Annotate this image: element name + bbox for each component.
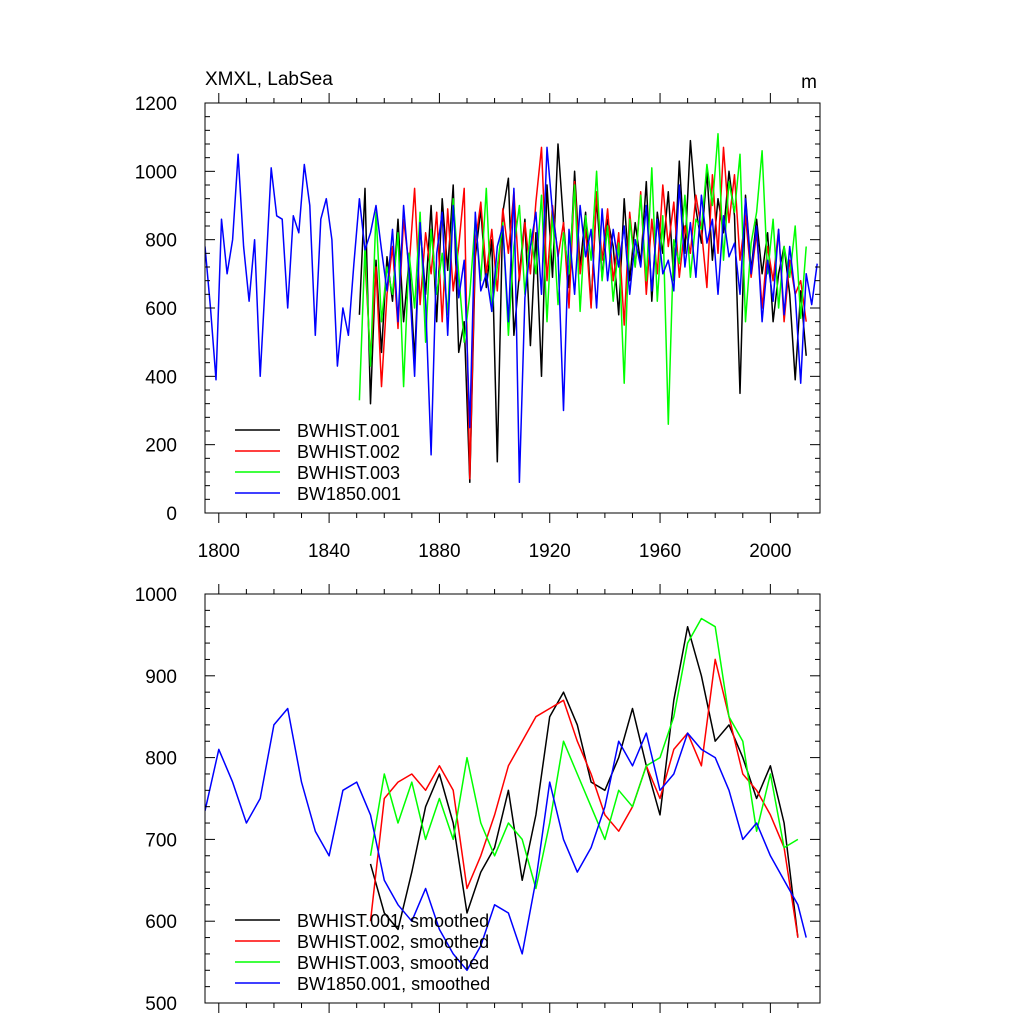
- x-tick-label: 1840: [308, 541, 350, 562]
- legend-label: BWHIST.001: [297, 421, 400, 441]
- y-tick-label: 900: [145, 667, 177, 688]
- series-line-bwhist-001-smoothed: [369, 625, 799, 938]
- legend-label: BW1850.001, smoothed: [297, 974, 490, 994]
- y-tick-label: 700: [145, 830, 177, 851]
- series-line-bwhist-003-smoothed: [369, 617, 799, 890]
- legend-label: BWHIST.001, smoothed: [297, 911, 489, 931]
- series-group: [205, 617, 807, 972]
- series-line-bwhist-002: [364, 146, 807, 480]
- legend-label: BWHIST.003: [297, 463, 400, 483]
- units-label: m: [801, 72, 817, 93]
- y-tick-label: 0: [166, 504, 177, 525]
- x-tick-label: 1800: [198, 541, 240, 562]
- series-line-bw1850-001-smoothed: [205, 707, 807, 972]
- series-group: [205, 133, 818, 484]
- y-tick-label: 600: [145, 912, 177, 933]
- legend-label: BWHIST.003, smoothed: [297, 953, 489, 973]
- series-line-bwhist-002-smoothed: [369, 658, 799, 938]
- y-tick-label: 500: [145, 994, 177, 1015]
- y-tick-label: 200: [145, 436, 177, 457]
- y-tick-label: 1000: [135, 162, 177, 183]
- x-tick-label: 1880: [418, 541, 460, 562]
- y-tick-label: 800: [145, 231, 177, 252]
- series-line-bw1850-001: [205, 146, 818, 484]
- y-tick-label: 600: [145, 299, 177, 320]
- top-panel: 0 200 400 600 800 1000 1200 1800 1840 1880 1920 196…: [135, 69, 821, 562]
- legend-label: BW1850.001: [297, 484, 401, 504]
- y-tick-label: 400: [145, 367, 177, 388]
- x-tick-label: 1920: [529, 541, 571, 562]
- plot-frame: [204, 593, 821, 1004]
- y-tick-label: 1200: [135, 94, 177, 115]
- chart-title: XMXL, LabSea: [205, 69, 333, 90]
- series-line-bwhist-003: [358, 133, 807, 425]
- y-tick-label: 1000: [135, 585, 177, 606]
- legend-label: BWHIST.002, smoothed: [297, 932, 489, 952]
- y-tick-label: 800: [145, 749, 177, 770]
- x-tick-label: 2000: [749, 541, 791, 562]
- x-tick-label: 1960: [639, 541, 681, 562]
- legend-label: BWHIST.002: [297, 442, 400, 462]
